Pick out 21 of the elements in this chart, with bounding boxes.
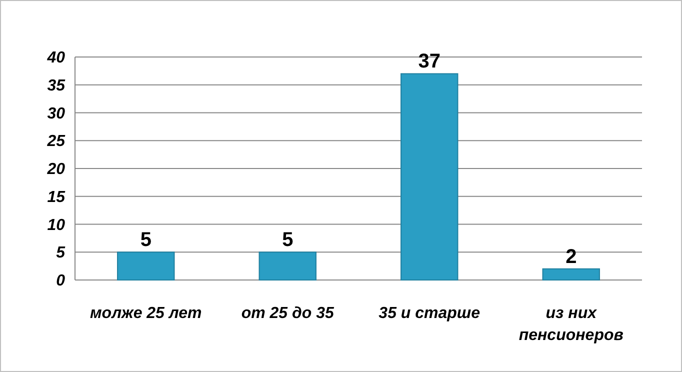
data-label: 5 [140,229,152,252]
data-label: 37 [418,50,440,73]
y-tick-label: 35 [47,77,66,94]
x-tick-label: от 25 до 35 [241,305,336,322]
y-tick-label: 0 [56,272,66,290]
data-label: 5 [282,229,294,252]
bar [258,252,316,280]
y-tick-label: 40 [46,50,66,67]
y-tick-label: 10 [47,216,66,234]
x-tick-label: 35 и старше [378,305,480,322]
x-tick-label: из них пенсионеров [518,305,624,344]
y-tick-label: 30 [47,105,66,122]
x-tick-label: молже 25 лет [90,305,202,322]
bar [400,73,458,280]
y-tick-label: 5 [56,244,66,262]
y-tick-label: 20 [46,161,66,178]
data-label: 2 [566,246,577,268]
y-tick-label: 25 [46,133,66,150]
bar [542,268,600,280]
y-tick-label: 15 [47,188,66,206]
bar [117,252,175,280]
